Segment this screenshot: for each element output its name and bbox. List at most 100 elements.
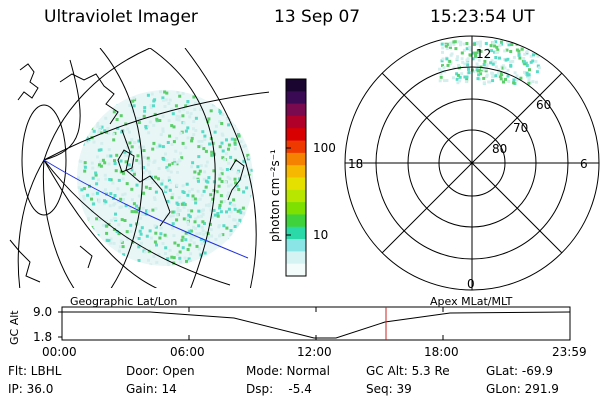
speckle — [457, 63, 460, 67]
speckle — [507, 43, 511, 47]
speckle — [165, 158, 169, 162]
speckle — [219, 200, 223, 204]
speckle — [164, 185, 168, 189]
speckle — [97, 164, 101, 168]
speckle — [148, 171, 152, 175]
speckle — [452, 42, 456, 46]
speckle — [440, 69, 444, 73]
speckle — [212, 180, 216, 184]
speckle — [199, 108, 203, 112]
speckle — [175, 213, 179, 217]
speckle — [225, 210, 228, 214]
colorbar-segment — [286, 226, 306, 240]
speckle — [170, 196, 174, 200]
speckle — [166, 169, 170, 173]
speckle — [116, 126, 120, 130]
speckle — [91, 192, 95, 196]
speckle — [128, 141, 132, 145]
speckle — [209, 228, 213, 232]
speckle — [208, 222, 212, 226]
speckle — [440, 59, 444, 63]
speckle — [123, 219, 127, 222]
speckle — [130, 138, 134, 142]
speckle — [180, 156, 184, 160]
speckle — [228, 201, 232, 205]
speckle — [499, 40, 503, 44]
speckle — [450, 52, 454, 56]
speckle — [235, 184, 239, 188]
speckle — [233, 218, 237, 222]
speckle — [535, 70, 539, 74]
speckle — [121, 198, 125, 201]
speckle — [494, 65, 498, 69]
speckle — [200, 242, 204, 246]
speckle — [505, 48, 509, 52]
speckle — [448, 59, 452, 63]
speckle — [172, 140, 176, 144]
speckle — [103, 202, 107, 206]
speckle — [229, 233, 233, 237]
speckle — [181, 235, 185, 239]
speckle — [527, 81, 531, 85]
speckle — [479, 72, 483, 76]
speckle — [96, 122, 100, 125]
speckle — [186, 193, 190, 197]
speckle — [96, 178, 100, 182]
speckle — [210, 234, 214, 238]
speckle — [161, 127, 165, 131]
speckle — [531, 80, 535, 84]
speckle — [506, 74, 510, 78]
speckle — [92, 129, 96, 133]
speckle — [98, 125, 102, 129]
speckle — [490, 59, 494, 63]
speckle — [109, 241, 113, 245]
speckle — [484, 69, 488, 73]
speckle — [222, 200, 226, 203]
speckle — [201, 229, 205, 233]
speckle — [77, 176, 80, 180]
speckle — [137, 161, 141, 165]
speckle — [185, 259, 188, 263]
speckle — [154, 190, 158, 194]
speckle — [178, 256, 182, 260]
colorbar-segment — [286, 251, 306, 265]
speckle — [474, 54, 477, 58]
speckle — [172, 234, 176, 238]
speckle — [167, 102, 171, 105]
speckle — [98, 163, 101, 167]
speckle — [512, 55, 516, 59]
speckle — [225, 226, 229, 230]
speckle — [139, 216, 143, 220]
speckle — [208, 142, 212, 146]
speckle — [227, 191, 231, 195]
speckle — [237, 134, 241, 138]
speckle — [209, 109, 213, 113]
speckle — [90, 197, 93, 201]
speckle — [142, 171, 146, 175]
speckle — [166, 199, 170, 203]
speckle — [187, 189, 191, 193]
speckle — [172, 125, 176, 129]
speckle — [204, 164, 208, 168]
speckle — [448, 41, 452, 45]
speckle — [158, 144, 162, 148]
speckle — [219, 233, 223, 237]
speckle — [188, 243, 192, 247]
speckle — [168, 163, 171, 167]
speckle — [168, 248, 172, 252]
speckle — [118, 206, 122, 210]
speckle — [192, 176, 196, 180]
speckle — [233, 188, 237, 192]
lat-label-60: 60 — [536, 98, 552, 112]
speckle — [186, 248, 190, 251]
speckle — [167, 178, 171, 182]
speckle — [171, 210, 175, 214]
speckle — [129, 223, 133, 227]
speckle — [204, 185, 208, 189]
speckle — [196, 165, 200, 169]
speckle — [185, 217, 189, 220]
speckle — [170, 255, 174, 259]
speckle — [503, 66, 507, 70]
speckle — [459, 43, 462, 47]
